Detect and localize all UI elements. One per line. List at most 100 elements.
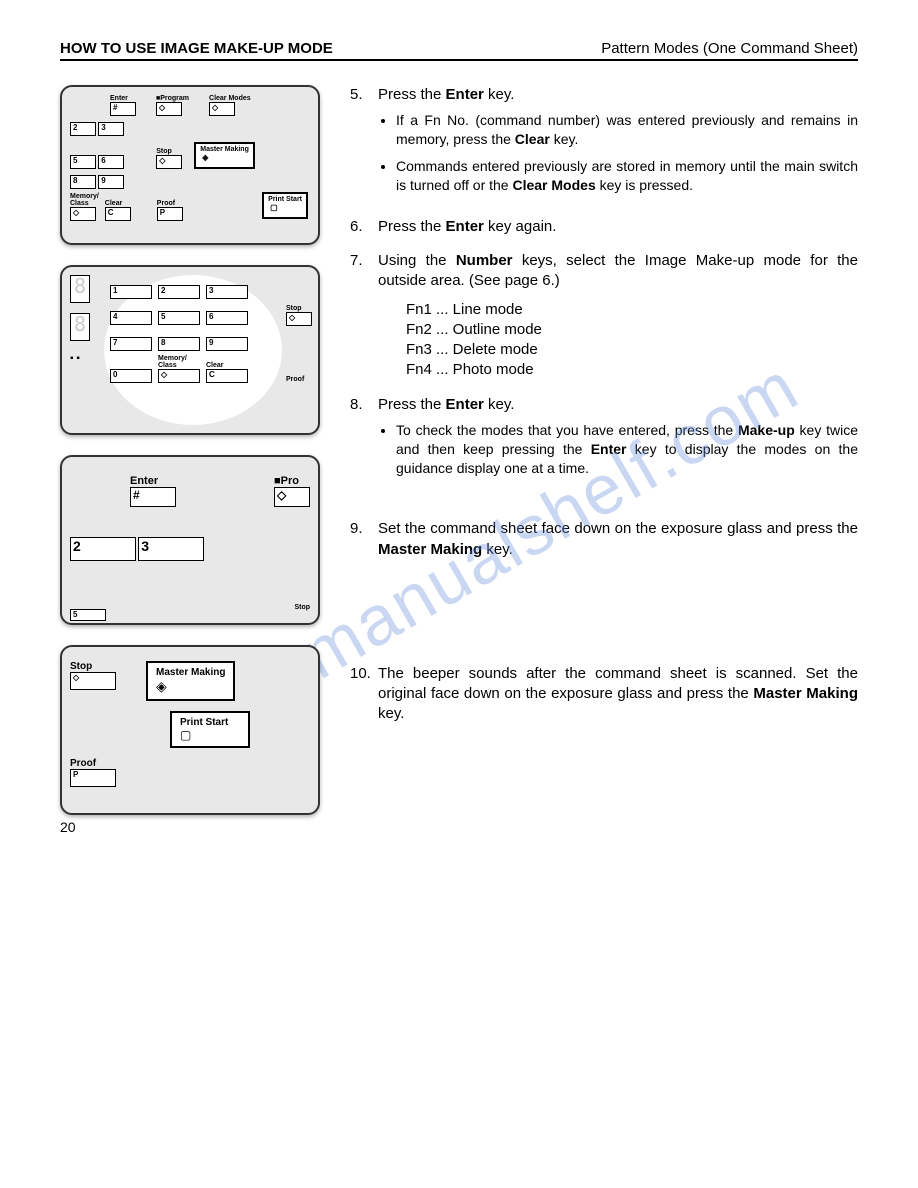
p2-num1: 1 bbox=[110, 285, 152, 299]
step-5: 5. Press the Enter key. If a Fn No. (com… bbox=[350, 85, 858, 203]
proof-key: P bbox=[157, 207, 183, 221]
memory-key: ◇ bbox=[70, 207, 96, 221]
step8-num: 8. bbox=[350, 395, 378, 486]
program-key: ◇ bbox=[156, 102, 182, 116]
seven-seg-1 bbox=[70, 275, 90, 303]
p4-stop-label: Stop bbox=[70, 661, 116, 672]
num-6: 6 bbox=[98, 155, 124, 169]
step10-num: 10. bbox=[350, 664, 378, 725]
printstart-key: ▢ bbox=[268, 203, 292, 215]
p3-num5: 5 bbox=[70, 609, 106, 621]
p2-num3: 3 bbox=[206, 285, 248, 299]
p3-num2: 2 bbox=[70, 537, 136, 561]
step6-pre: Press the bbox=[378, 218, 446, 235]
step6-post: key again. bbox=[484, 218, 557, 235]
enter-label: Enter bbox=[110, 95, 136, 102]
memory-label: Memory/ Class bbox=[70, 193, 99, 207]
program-label: ■Program bbox=[156, 95, 189, 102]
fn1: Fn1 ... Line mode bbox=[406, 300, 858, 320]
p2-num6: 6 bbox=[206, 311, 248, 325]
printstart-label: Print Start bbox=[268, 196, 302, 203]
step8-pre: Press the bbox=[378, 396, 446, 413]
p3-num3: 3 bbox=[138, 537, 204, 561]
p2-num2: 2 bbox=[158, 285, 200, 299]
p2-num8: 8 bbox=[158, 337, 200, 351]
clear-key: C bbox=[105, 207, 131, 221]
num-8: 8 bbox=[70, 175, 96, 189]
p4-proof-label: Proof bbox=[70, 758, 310, 769]
p4-master-icon: ◈ bbox=[156, 678, 225, 695]
step-9: 9. Set the command sheet face down on th… bbox=[350, 519, 858, 560]
p4-proof-key: P bbox=[70, 769, 116, 787]
p2-num7: 7 bbox=[110, 337, 152, 351]
step10-post: key. bbox=[378, 705, 404, 722]
step8-key: Enter bbox=[446, 396, 484, 413]
p2-stop-key: ◇ bbox=[286, 312, 312, 326]
step-7: 7. Using the Number keys, select the Ima… bbox=[350, 251, 858, 381]
step10-key: Master Making bbox=[753, 685, 858, 702]
master-label: Master Making bbox=[200, 146, 249, 153]
step5-key: Enter bbox=[446, 86, 484, 103]
header-left: HOW TO USE IMAGE MAKE-UP MODE bbox=[60, 40, 333, 57]
fn-list: Fn1 ... Line mode Fn2 ... Outline mode F… bbox=[406, 300, 858, 381]
content-columns: Enter# ■Program◇ Clear Modes◇ 2 3 5 6 St… bbox=[60, 85, 858, 835]
master-key: ◈ bbox=[200, 153, 224, 165]
clearmodes-label: Clear Modes bbox=[209, 95, 251, 102]
step7-pre: Using the bbox=[378, 252, 456, 269]
step7-num: 7. bbox=[350, 251, 378, 381]
control-panel-4: Stop◇ Master Making◈ Print Start▢ ProofP bbox=[60, 645, 320, 815]
stop-label: Stop bbox=[156, 148, 182, 155]
p2-num0: 0 bbox=[110, 369, 152, 383]
fn4: Fn4 ... Photo mode bbox=[406, 360, 858, 380]
step5-bullet1: If a Fn No. (command number) was entered… bbox=[396, 111, 858, 149]
header-right: Pattern Modes (One Command Sheet) bbox=[601, 40, 858, 57]
step8-post: key. bbox=[484, 396, 515, 413]
p3-pro-label: ■Pro bbox=[274, 475, 310, 487]
step5-pre: Press the bbox=[378, 86, 446, 103]
p3-pro-key: ◇ bbox=[274, 487, 310, 507]
control-panel-3: Enter# ■Pro◇ 2 3 Stop 5 bbox=[60, 455, 320, 625]
step7-key: Number bbox=[456, 252, 513, 269]
p4-print-label: Print Start bbox=[180, 717, 240, 728]
dots-icon: ▪ ▪ bbox=[70, 353, 100, 364]
p2-mem-label: Memory/ Class bbox=[158, 355, 200, 369]
p4-master-label: Master Making bbox=[156, 667, 225, 678]
num-2: 2 bbox=[70, 122, 96, 136]
p4-stop-key: ◇ bbox=[70, 672, 116, 690]
seven-seg-2 bbox=[70, 313, 90, 341]
fn2: Fn2 ... Outline mode bbox=[406, 320, 858, 340]
step6-num: 6. bbox=[350, 217, 378, 237]
p2-mem-key: ◇ bbox=[158, 369, 200, 383]
p2-clear-key: C bbox=[206, 369, 248, 383]
step6-key: Enter bbox=[446, 218, 484, 235]
p3-stop-label: Stop bbox=[294, 604, 310, 611]
p2-proof-label: Proof bbox=[286, 376, 310, 383]
step-8: 8. Press the Enter key. To check the mod… bbox=[350, 395, 858, 486]
step-6: 6. Press the Enter key again. bbox=[350, 217, 858, 237]
step-10: 10. The beeper sounds after the command … bbox=[350, 664, 858, 725]
step5-post: key. bbox=[484, 86, 515, 103]
clearmodes-key: ◇ bbox=[209, 102, 235, 116]
enter-key: # bbox=[110, 102, 136, 116]
p2-num4: 4 bbox=[110, 311, 152, 325]
p4-print-icon: ▢ bbox=[180, 728, 240, 742]
step9-key: Master Making bbox=[378, 541, 482, 558]
step9-post: key. bbox=[482, 541, 513, 558]
proof-label: Proof bbox=[157, 200, 183, 207]
step8-bullet: To check the modes that you have entered… bbox=[396, 421, 858, 478]
left-column: Enter# ■Program◇ Clear Modes◇ 2 3 5 6 St… bbox=[60, 85, 320, 835]
p2-num5: 5 bbox=[158, 311, 200, 325]
stop-key: ◇ bbox=[156, 155, 182, 169]
num-5: 5 bbox=[70, 155, 96, 169]
step5-num: 5. bbox=[350, 85, 378, 203]
step9-num: 9. bbox=[350, 519, 378, 560]
right-column: 5. Press the Enter key. If a Fn No. (com… bbox=[350, 85, 858, 835]
step5-bullet2: Commands entered previously are stored i… bbox=[396, 157, 858, 195]
num-9: 9 bbox=[98, 175, 124, 189]
num-3: 3 bbox=[98, 122, 124, 136]
page-number: 20 bbox=[60, 819, 76, 835]
fn3: Fn3 ... Delete mode bbox=[406, 340, 858, 360]
p2-num9: 9 bbox=[206, 337, 248, 351]
p3-enter-key: # bbox=[130, 487, 176, 507]
p2-stop-label: Stop bbox=[286, 305, 310, 312]
